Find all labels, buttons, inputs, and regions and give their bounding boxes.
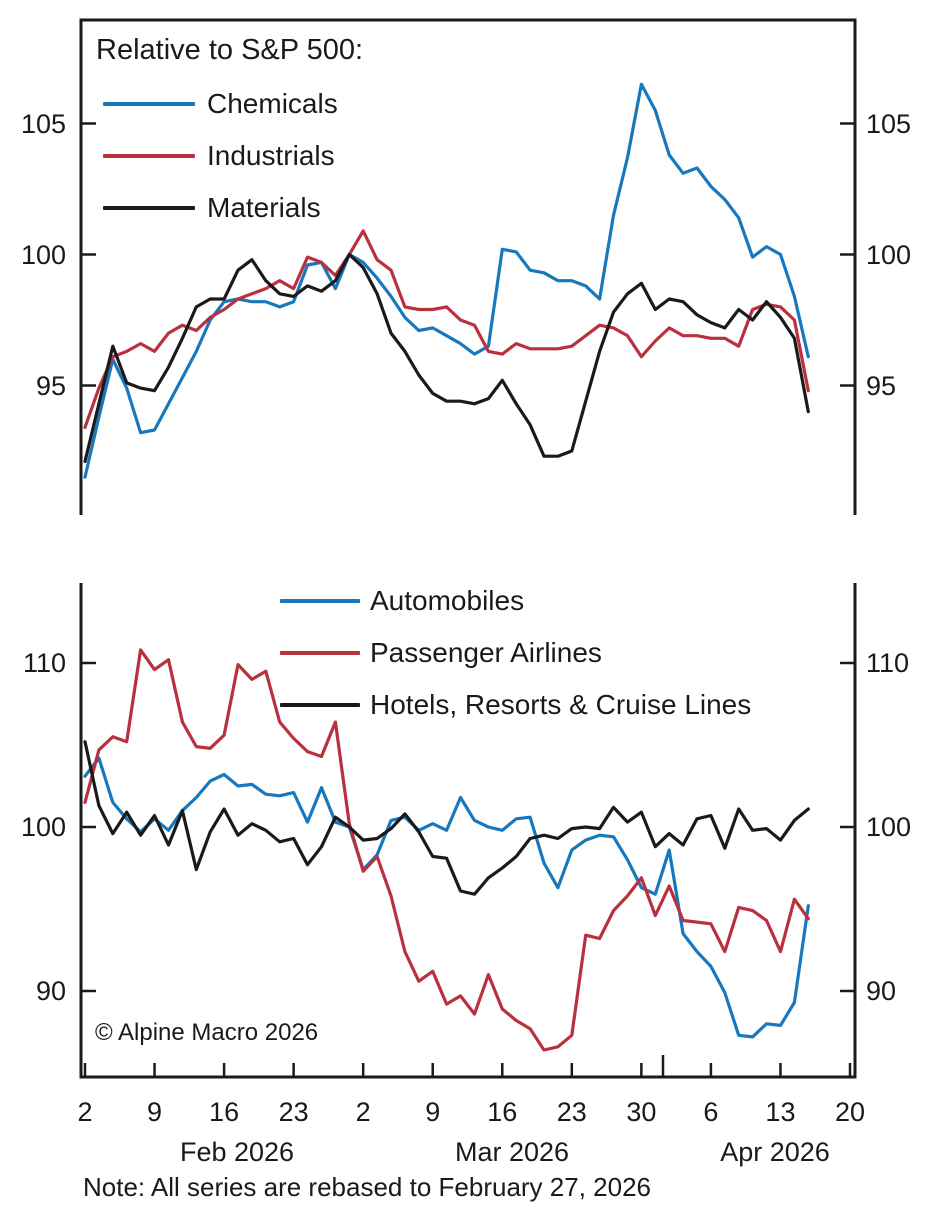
series-line-passenger-airlines xyxy=(83,648,810,1052)
series-line-materials xyxy=(83,252,810,464)
series-line-industrials xyxy=(83,229,810,429)
series-line-chemicals xyxy=(83,82,810,479)
series-line-automobiles xyxy=(83,756,810,1039)
series-line-hotels-resorts-cruise-lines xyxy=(83,740,810,896)
